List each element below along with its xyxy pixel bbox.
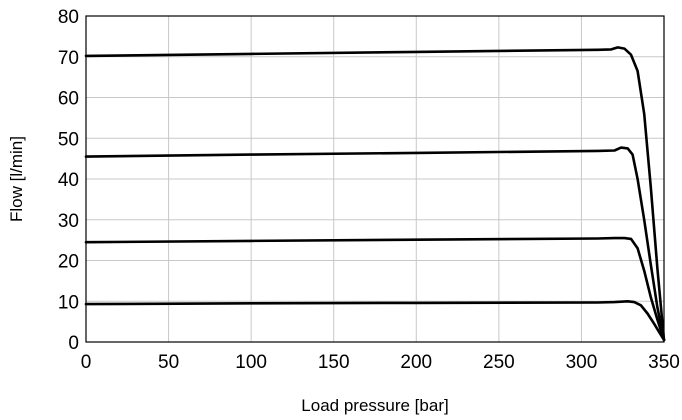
x-tick-label: 300 bbox=[566, 352, 598, 373]
series-line-4 bbox=[84, 300, 666, 342]
x-tick-label: 100 bbox=[235, 352, 267, 373]
series-line-3 bbox=[84, 236, 666, 342]
series-line-1 bbox=[84, 46, 666, 342]
y-tick-labels: 0 10 20 30 40 50 60 70 80 bbox=[58, 7, 79, 354]
series-group bbox=[84, 46, 666, 342]
series-line-2 bbox=[84, 146, 666, 342]
y-tick-label: 80 bbox=[58, 7, 79, 28]
x-axis-label: Load pressure [bar] bbox=[301, 396, 448, 415]
plot-frame bbox=[85, 15, 665, 343]
x-tick-label: 50 bbox=[158, 352, 179, 373]
y-tick-label: 30 bbox=[58, 211, 79, 232]
x-tick-label: 250 bbox=[483, 352, 515, 373]
y-tick-label: 60 bbox=[58, 89, 79, 110]
y-axis-label: Flow [l/min] bbox=[7, 136, 26, 222]
y-tick-label: 50 bbox=[58, 129, 79, 150]
y-tick-label: 40 bbox=[58, 170, 79, 191]
y-tick-label: 70 bbox=[58, 48, 79, 69]
x-tick-labels: 0 50 100 150 200 250 300 350 bbox=[81, 352, 680, 373]
x-tick-label: 200 bbox=[400, 352, 432, 373]
x-tick-label: 0 bbox=[81, 352, 92, 373]
y-tick-label: 10 bbox=[58, 292, 79, 313]
x-tick-label: 350 bbox=[648, 352, 680, 373]
y-tick-label: 20 bbox=[58, 252, 79, 273]
y-tick-label: 0 bbox=[68, 333, 79, 354]
x-tick-label: 150 bbox=[318, 352, 350, 373]
grid-lines bbox=[85, 15, 665, 343]
